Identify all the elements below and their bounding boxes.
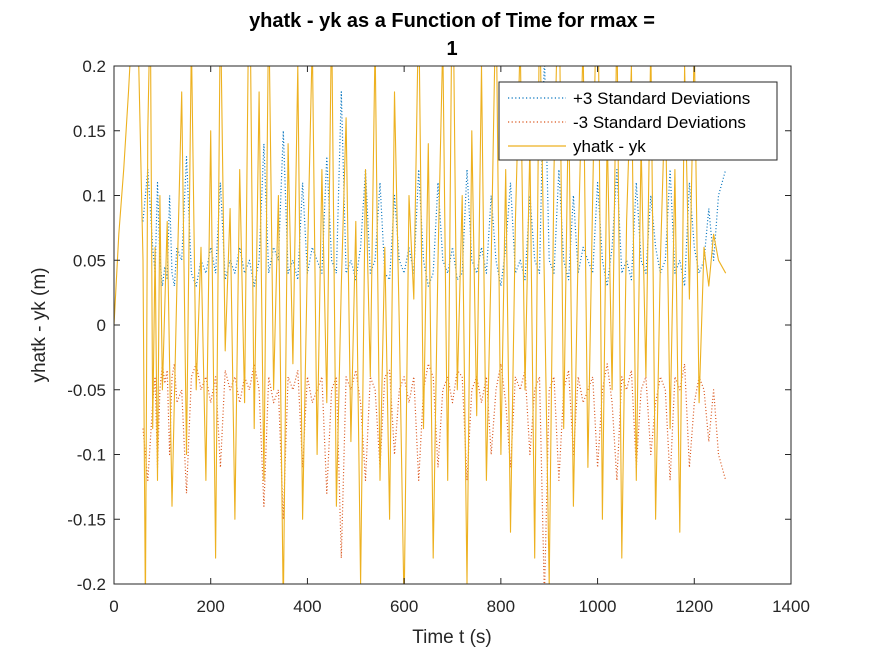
y-tick-label: 0.2 <box>82 57 106 76</box>
y-tick-label: 0.05 <box>73 251 106 270</box>
x-axis-label: Time t (s) <box>412 627 492 648</box>
legend-box <box>498 81 778 161</box>
x-tick-label: 1200 <box>675 597 713 616</box>
y-tick-label: -0.1 <box>77 446 106 465</box>
x-tick-label: 200 <box>197 597 225 616</box>
x-tick-label: 0 <box>109 597 118 616</box>
series-layer <box>114 66 727 584</box>
y-tick-label: -0.05 <box>67 381 106 400</box>
y-tick-label: 0.15 <box>73 122 106 141</box>
x-tick-label: 600 <box>390 597 418 616</box>
series-minus3-std <box>142 363 727 584</box>
y-tick-label: 0 <box>97 316 106 335</box>
x-tick-label: 400 <box>293 597 321 616</box>
x-tick-label: 1400 <box>772 597 810 616</box>
chart-title-line2: 1 <box>446 38 457 60</box>
legend: +3 Standard Deviations -3 Standard Devia… <box>498 81 778 161</box>
chart-title-line1: yhatk - yk as a Function of Time for rma… <box>249 10 655 32</box>
legend-label-error: yhatk - yk <box>573 137 646 156</box>
y-tick-label: 0.1 <box>82 187 106 206</box>
y-axis: -0.2 -0.15 -0.1 -0.05 0 0.05 0.1 0.15 0.2 <box>67 57 791 594</box>
x-axis: 0 200 400 600 800 1000 1200 1400 <box>109 66 810 616</box>
legend-label-minus3: -3 Standard Deviations <box>573 113 746 132</box>
y-tick-label: -0.15 <box>67 510 106 529</box>
x-tick-label: 800 <box>487 597 515 616</box>
legend-label-plus3: +3 Standard Deviations <box>573 89 750 108</box>
series-yhatk-yk <box>114 66 727 584</box>
x-tick-label: 1000 <box>579 597 617 616</box>
y-axis-label: yhatk - yk (m) <box>29 267 50 382</box>
y-tick-label: -0.2 <box>77 575 106 594</box>
